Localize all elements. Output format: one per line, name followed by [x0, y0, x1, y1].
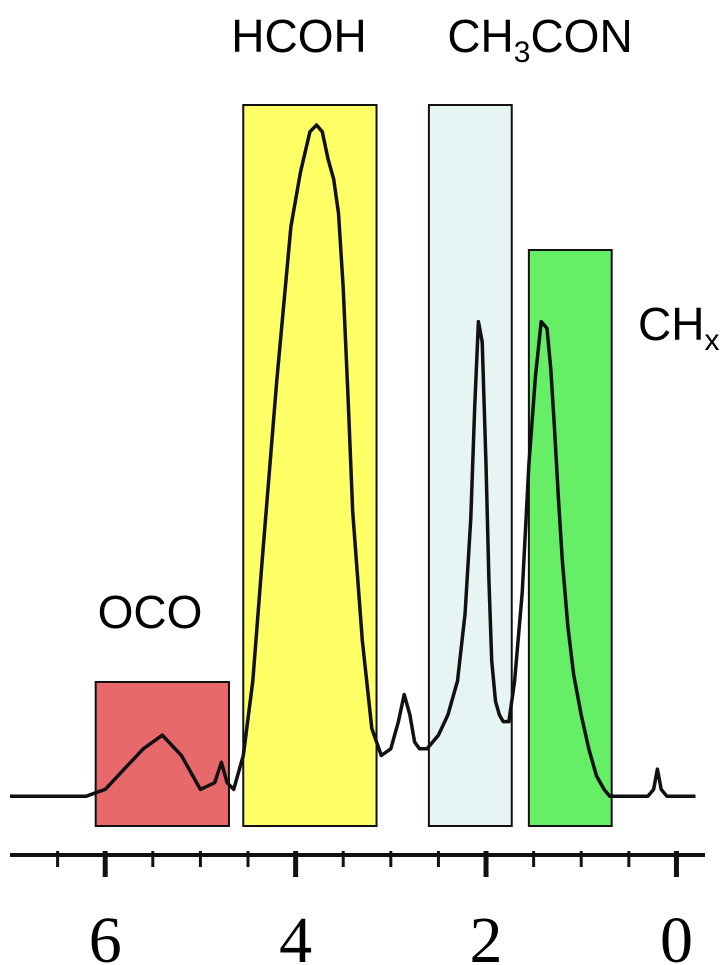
region-box-1: [94, 681, 230, 827]
region-labels: OCO HCOH CH3CON CHx: [98, 10, 720, 638]
region-box-4: [527, 249, 613, 827]
region-label-1: OCO: [98, 586, 203, 638]
highlight-regions: [94, 104, 613, 827]
region-label-2: HCOH: [231, 10, 366, 62]
spectrum-line: [10, 123, 696, 798]
x-tick-label: 2: [470, 904, 503, 965]
x-tick-label: 6: [89, 904, 122, 965]
x-tick-label: 4: [279, 904, 312, 965]
x-tick-label: 0: [660, 904, 693, 965]
x-axis: [10, 851, 705, 877]
region-label-4: CHx: [638, 298, 719, 357]
region-box-2: [242, 104, 378, 827]
region-label-3: CH3CON: [447, 10, 632, 69]
x-tick-labels: 6 4 2 0: [89, 904, 693, 965]
